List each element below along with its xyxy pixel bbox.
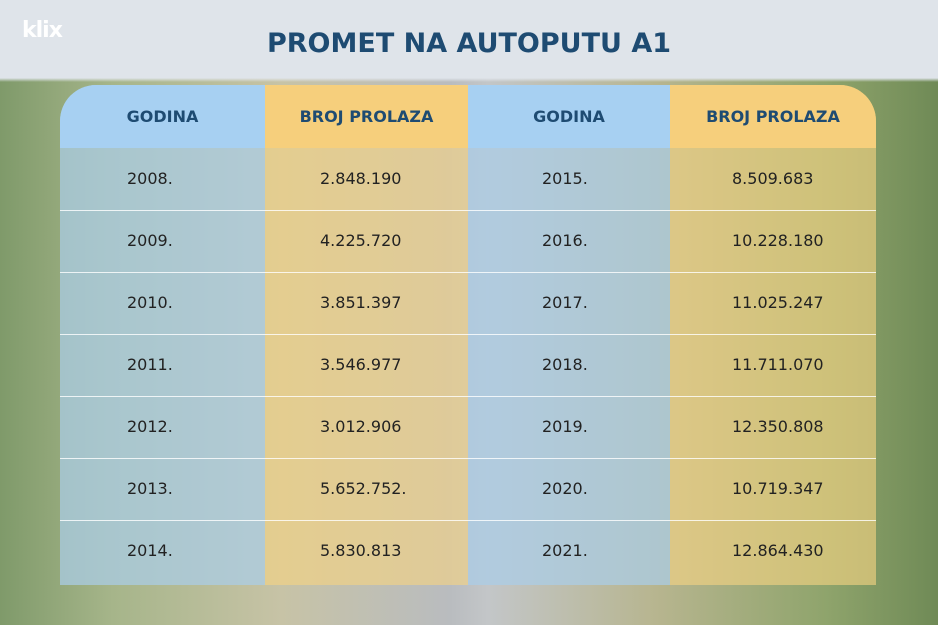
row-separator: [60, 272, 876, 273]
table-cell: 2011.: [127, 355, 173, 374]
table-cell: 3.851.397: [320, 293, 402, 312]
table-cell: 2019.: [542, 417, 588, 436]
table-cell: 2009.: [127, 231, 173, 250]
table-cell: 2013.: [127, 479, 173, 498]
table-cell: 2014.: [127, 541, 173, 560]
table-cell: 5.830.813: [320, 541, 402, 560]
table-cell: 11.711.070: [732, 355, 824, 374]
column-header: GODINA: [60, 85, 265, 148]
row-separator: [60, 396, 876, 397]
column-bg: [60, 85, 265, 585]
column-header: BROJ PROLAZA: [670, 85, 876, 148]
table: GODINA BROJ PROLAZA GODINA BROJ PROLAZA 2008…: [60, 85, 876, 585]
table-cell: 2015.: [542, 169, 588, 188]
table-cell: 5.652.752.: [320, 479, 407, 498]
row-separator: [60, 520, 876, 521]
table-cell: 4.225.720: [320, 231, 402, 250]
column-header: GODINA: [468, 85, 670, 148]
table-cell: 11.025.247: [732, 293, 824, 312]
row-separator: [60, 210, 876, 211]
table-cell: 2018.: [542, 355, 588, 374]
table-cell: 8.509.683: [732, 169, 814, 188]
table-cell: 2008.: [127, 169, 173, 188]
column-header: BROJ PROLAZA: [265, 85, 468, 148]
logo: klix: [22, 18, 63, 43]
table-cell: 2.848.190: [320, 169, 402, 188]
row-separator: [60, 334, 876, 335]
table-cell: 3.546.977: [320, 355, 402, 374]
table-cell: 10.228.180: [732, 231, 824, 250]
table-cell: 2016.: [542, 231, 588, 250]
column-bg: [468, 85, 670, 585]
table-cell: 2020.: [542, 479, 588, 498]
table-cell: 12.864.430: [732, 541, 824, 560]
table-cell: 2010.: [127, 293, 173, 312]
column-bg: [670, 85, 876, 585]
row-separator: [60, 458, 876, 459]
column-bg: [265, 85, 468, 585]
table-cell: 2021.: [542, 541, 588, 560]
table-cell: 2012.: [127, 417, 173, 436]
title: PROMET NA AUTOPUTU A1: [266, 28, 672, 59]
table-cell: 12.350.808: [732, 417, 824, 436]
table-cell: 2017.: [542, 293, 588, 312]
table-cell: 3.012.906: [320, 417, 402, 436]
table-cell: 10.719.347: [732, 479, 824, 498]
